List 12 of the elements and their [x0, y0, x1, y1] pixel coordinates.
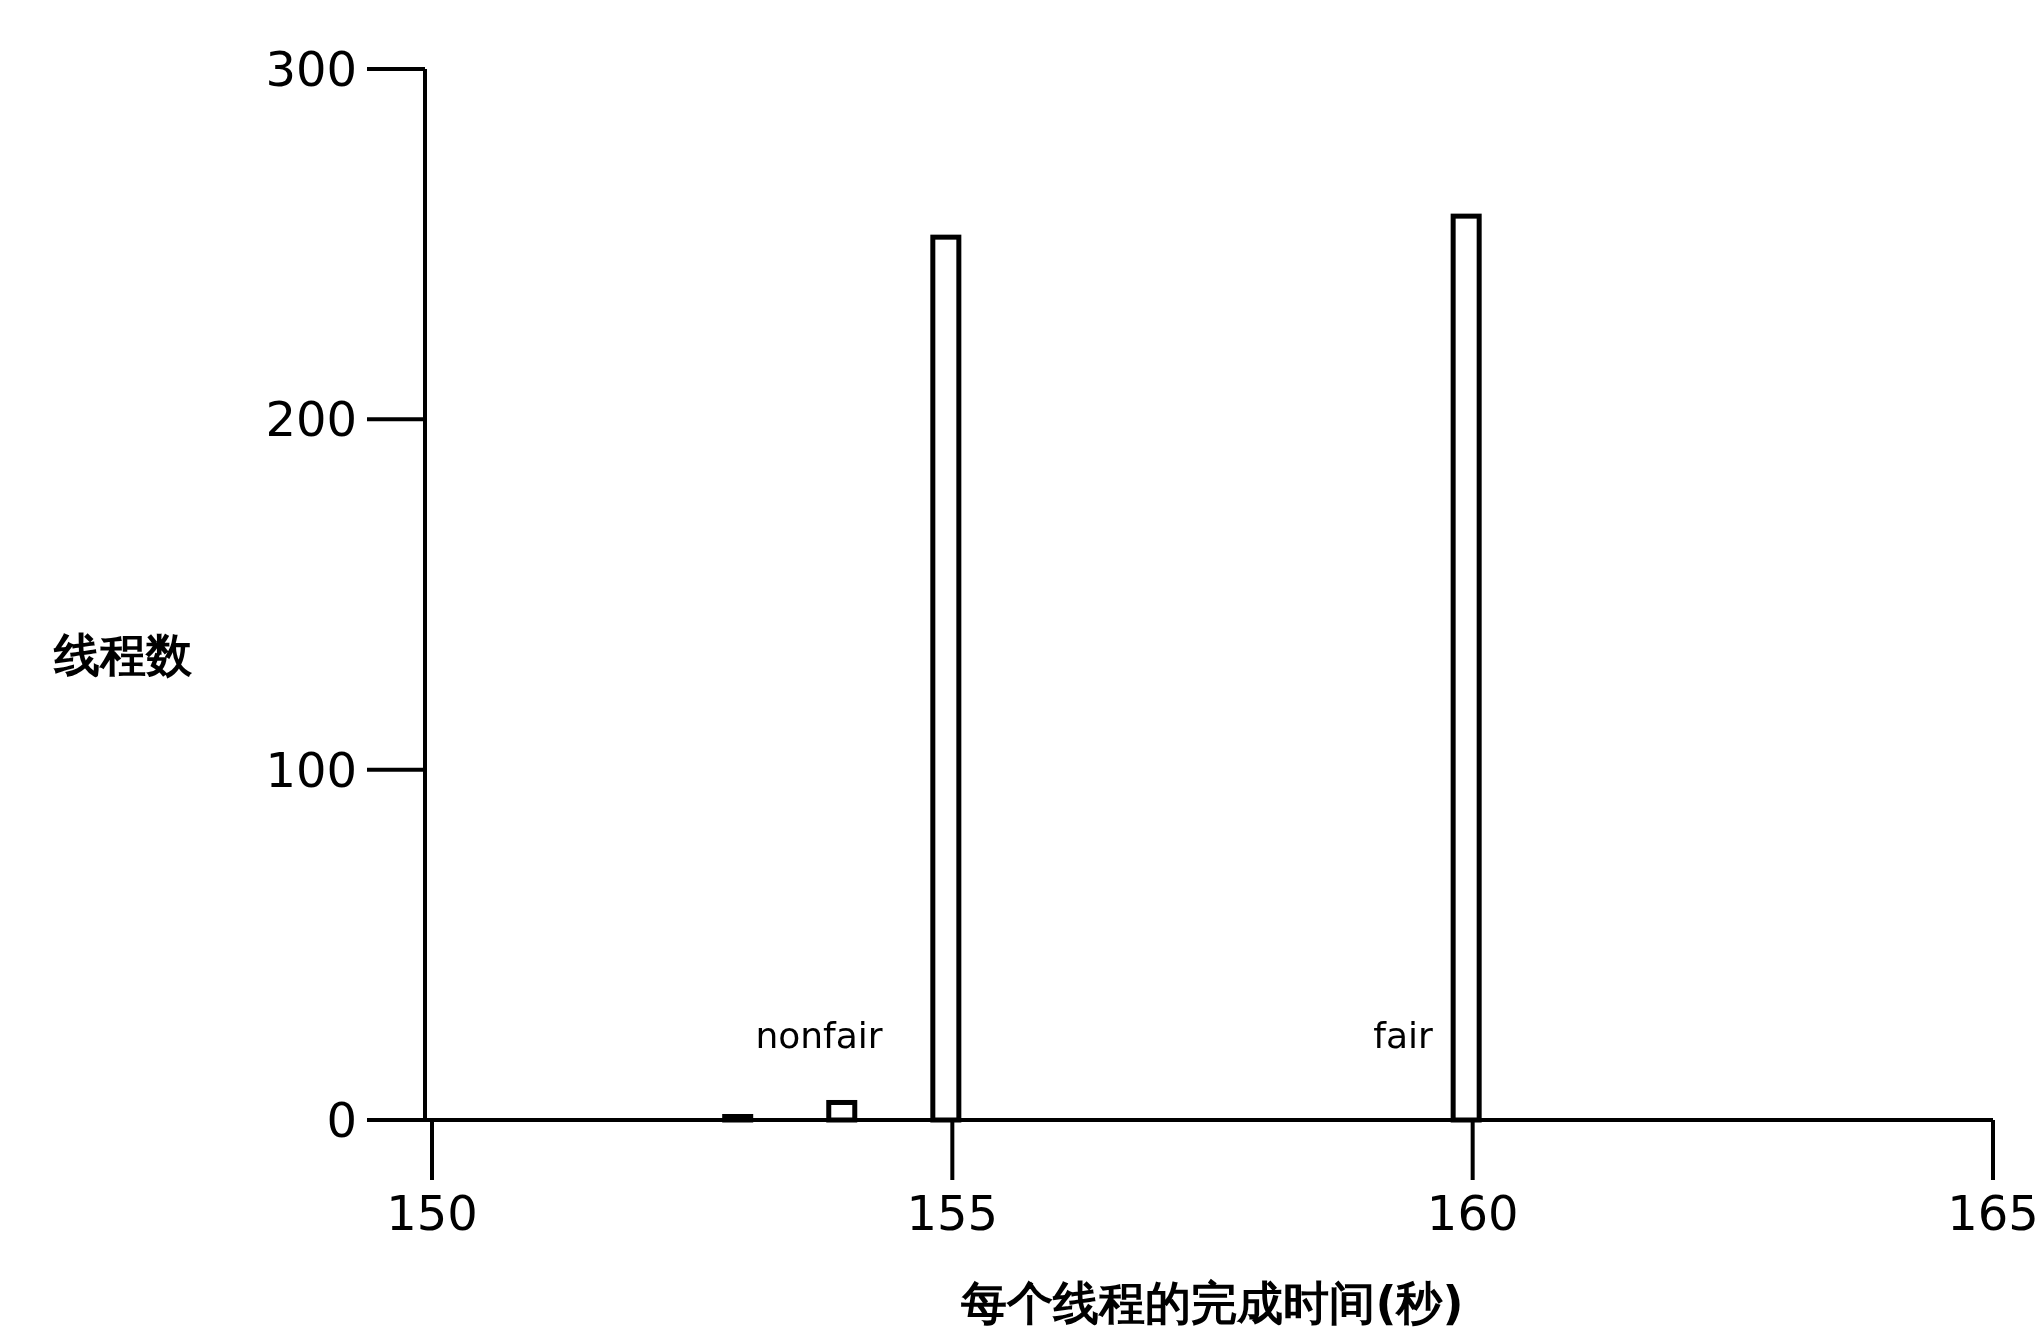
y-tick-label: 300	[265, 41, 357, 97]
y-tick-label: 200	[265, 391, 357, 448]
x-axis-title: 每个线程的完成时间(秒)	[960, 1276, 1464, 1330]
x-tick-label: 165	[1947, 1185, 2039, 1241]
x-tick-label: 160	[1426, 1185, 1519, 1241]
annotation: nonfair	[755, 1014, 883, 1056]
x-tick-label: 150	[386, 1185, 478, 1241]
y-axis-title: 线程数	[53, 627, 193, 682]
x-tick-label: 155	[906, 1185, 999, 1241]
y-tick-label: 0	[326, 1092, 357, 1148]
annotation: fair	[1373, 1014, 1433, 1056]
y-tick-label: 100	[265, 741, 357, 798]
